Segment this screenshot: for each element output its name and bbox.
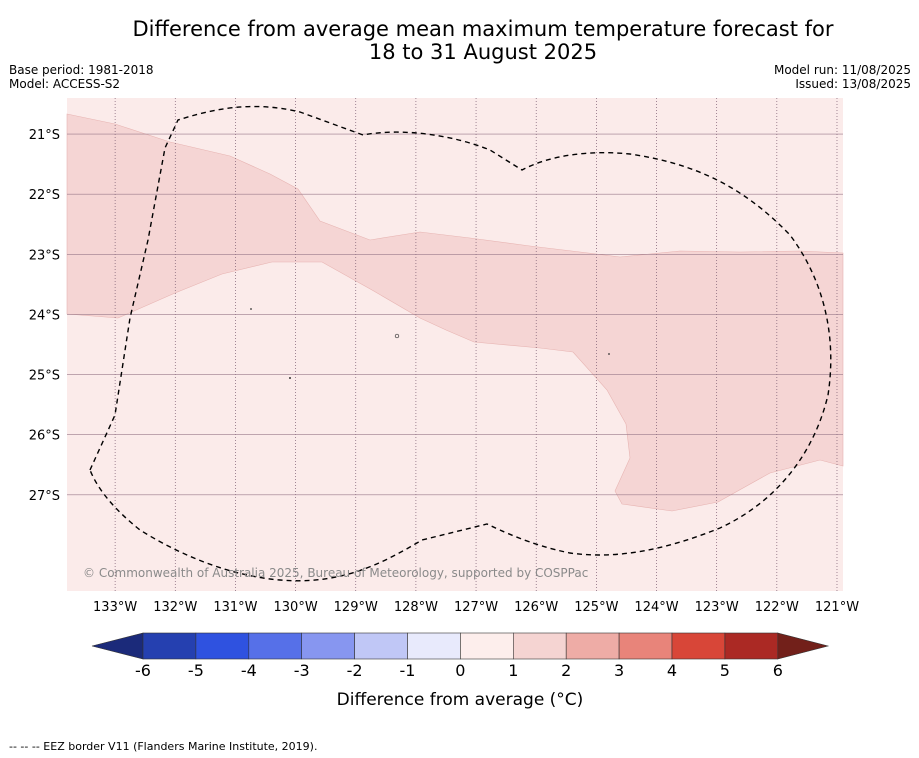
colorbar-tick-label: 3 (614, 661, 624, 680)
colorbar-swatch (618, 632, 673, 660)
island-speck (608, 353, 610, 355)
colorbar-swatch (512, 632, 567, 660)
colorbar-tick-label: -1 (400, 661, 416, 680)
colorbar-swatch (301, 632, 355, 660)
colorbar-tick-label: -6 (135, 661, 151, 680)
base-period-label: Base period: 1981-2018 (9, 63, 154, 77)
colorbar-tick-label: -2 (347, 661, 363, 680)
colorbar-swatch (460, 632, 514, 660)
colorbar-swatch (407, 632, 461, 660)
colorbar-swatch (671, 632, 726, 660)
longitude-label: 126°W (514, 600, 558, 615)
colorbar-tick-label: 2 (561, 661, 571, 680)
latitude-label: 24°S (29, 308, 60, 323)
longitude-label: 130°W (274, 600, 318, 615)
colorbar-swatch (248, 632, 303, 660)
longitude-label: 128°W (394, 600, 438, 615)
eez-border (89, 105, 832, 582)
colorbar-tick-label: 0 (455, 661, 465, 680)
colorbar-swatch (724, 632, 779, 660)
longitude-label: 124°W (634, 600, 678, 615)
latitude-label: 21°S (29, 128, 60, 143)
anomaly-region-1-to-2 (66, 113, 844, 512)
longitude-label: 121°W (815, 600, 859, 615)
longitude-label: 123°W (695, 600, 739, 615)
colorbar-swatch (565, 632, 620, 660)
island-speck (394, 333, 400, 339)
island-speck (289, 377, 291, 379)
map-title: Difference from average mean maximum tem… (0, 18, 919, 64)
longitude-label: 129°W (334, 600, 378, 615)
colorbar: -6 -5 -4 -3 -2 -1 0 1 2 3 4 5 6 (91, 632, 830, 680)
colorbar-arrow-low (91, 632, 144, 660)
colorbar-tick-label: 5 (720, 661, 730, 680)
colorbar-swatch (142, 632, 197, 660)
colorbar-tick-label: 1 (508, 661, 518, 680)
colorbar-arrow-high (777, 632, 830, 660)
issued-label: Issued: 13/08/2025 (795, 77, 911, 91)
longitude-label: 131°W (213, 600, 257, 615)
latitude-label: 25°S (29, 369, 60, 384)
map-gridlines (67, 98, 843, 591)
latitude-labels: 21°S 22°S 23°S 24°S 25°S 26°S 27°S (29, 128, 60, 504)
latitude-label: 22°S (29, 188, 60, 203)
latitude-label: 26°S (29, 429, 60, 444)
colorbar-tick-label: -3 (294, 661, 310, 680)
colorbar-tick-label: 4 (667, 661, 677, 680)
title-line-2: 18 to 31 August 2025 (368, 40, 598, 64)
colorbar-tick-label: 6 (773, 661, 783, 680)
title-line-1: Difference from average mean maximum tem… (132, 17, 834, 41)
copyright-notice: © Commonwealth of Australia 2025, Bureau… (83, 566, 588, 580)
longitude-labels: 133°W 132°W 131°W 130°W 129°W 128°W 127°W 126°W… (93, 600, 859, 615)
colorbar-title: Difference from average (°C) (337, 690, 584, 710)
colorbar-tick-label: -4 (241, 661, 257, 680)
colorbar-swatch (195, 632, 250, 660)
meta-right: Model run: 11/08/2025 Issued: 13/08/2025 (774, 63, 911, 91)
longitude-label: 132°W (153, 600, 197, 615)
colorbar-swatch (354, 632, 408, 660)
island-speck (250, 308, 252, 310)
longitude-label: 122°W (755, 600, 799, 615)
longitude-label: 133°W (93, 600, 137, 615)
longitude-label: 125°W (574, 600, 618, 615)
model-run-label: Model run: 11/08/2025 (773, 63, 911, 77)
eez-footnote: -- -- -- EEZ border V11 (Flanders Marine… (9, 740, 318, 753)
colorbar-tick-label: -5 (188, 661, 204, 680)
model-label: Model: ACCESS-S2 (9, 77, 121, 91)
latitude-label: 27°S (29, 489, 60, 504)
meta-left: Base period: 1981-2018 Model: ACCESS-S2 (9, 63, 154, 91)
latitude-label: 23°S (29, 248, 60, 263)
longitude-label: 127°W (454, 600, 498, 615)
